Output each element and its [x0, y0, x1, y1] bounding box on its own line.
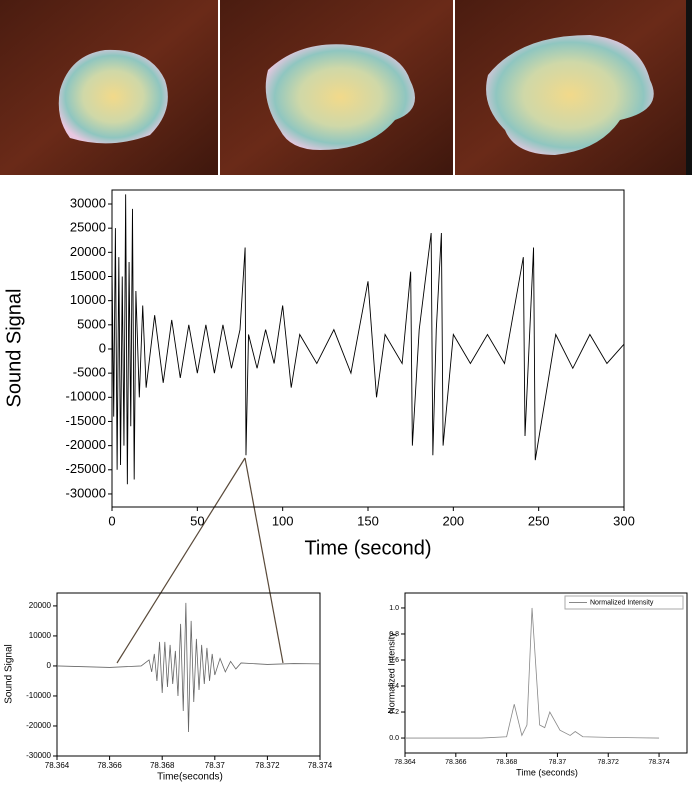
x-tick-label: 300: [613, 513, 635, 528]
x-tick-label: 78.374: [308, 761, 333, 770]
y-axis-label: Sound Signal: [4, 644, 15, 704]
zoom-connector: [116, 457, 284, 664]
x-axis-label: Time (seconds): [516, 767, 578, 777]
y-tick-label: -10000: [66, 389, 106, 404]
y-tick-label: 0: [47, 661, 52, 670]
x-tick-label: 100: [272, 513, 294, 528]
chart: 0.0 0.2 0.4 0.6 0.8 1.0 78.364 78.366 78.368 78.3…: [386, 592, 688, 777]
x-tick-label: 50: [190, 513, 204, 528]
x-tick-label: 78.368: [496, 759, 518, 766]
y-tick-label: 0: [99, 340, 106, 355]
plot-frame: [404, 592, 688, 754]
photos: [0, 0, 692, 175]
y-axis-label: Normalized Intensity: [386, 632, 396, 714]
y-tick-label: -30000: [26, 751, 51, 760]
x-tick-label: 78.37: [549, 759, 567, 766]
x-tick-label: 78.372: [598, 759, 620, 766]
plot-frame: [111, 189, 625, 508]
x-tick-label: 78.366: [445, 759, 467, 766]
y-tick-label: -25000: [66, 461, 106, 476]
legend-box: [564, 595, 684, 610]
y-tick-label: 10000: [29, 631, 52, 640]
x-tick-label: 150: [357, 513, 379, 528]
y-tick-label: 0.8: [389, 631, 399, 638]
y-tick-label: 1.0: [389, 605, 399, 612]
x-tick-label: 78.366: [97, 761, 122, 770]
line: [405, 607, 660, 739]
y-tick-label: -20000: [26, 721, 51, 730]
x-tick-label: 78.368: [150, 761, 175, 770]
y-tick-label: -5000: [73, 365, 106, 380]
y-tick-label: 25000: [70, 220, 106, 235]
y-tick-label: 20000: [29, 601, 52, 610]
x-tick-label: 0: [108, 513, 115, 528]
y-tick-label: 0.0: [389, 735, 399, 742]
y-tick-label: 15000: [70, 268, 106, 283]
y-tick-label: -15000: [66, 413, 106, 428]
y-tick-label: 0.2: [389, 709, 399, 716]
y-tick-label: 5000: [77, 316, 106, 331]
x-tick-label: 78.37: [205, 761, 226, 770]
line: [111, 194, 625, 485]
y-tick-label: 10000: [70, 292, 106, 307]
x-tick-label: 78.374: [648, 759, 670, 766]
plot-frame: [56, 592, 321, 757]
x-tick-label: 78.364: [394, 759, 416, 766]
legend-label: Normalized Intensity: [590, 599, 654, 606]
chart: -30000 -25000 -20000 -15000 -10000 -5000 0 5000…: [3, 189, 635, 559]
y-tick-label: 0.6: [389, 657, 399, 664]
x-axis-label: Time (second): [304, 537, 431, 559]
y-tick-label: 20000: [70, 244, 106, 259]
y-tick-label: -20000: [66, 437, 106, 452]
x-axis-label: Time(seconds): [157, 772, 223, 783]
x-tick-label: 250: [528, 513, 550, 528]
y-axis-label: Sound Signal: [3, 289, 25, 408]
y-tick-label: 0.4: [389, 683, 399, 690]
y-tick-label: 30000: [70, 195, 106, 210]
x-tick-label: 78.364: [45, 761, 70, 770]
line: [56, 602, 321, 732]
x-tick-label: 78.372: [255, 761, 280, 770]
y-tick-label: -10000: [26, 691, 51, 700]
y-tick-label: -30000: [66, 485, 106, 500]
x-tick-label: 200: [442, 513, 464, 528]
chart: -30000 -20000 -10000 0 10000 20000 78.364 78.36…: [4, 592, 333, 783]
